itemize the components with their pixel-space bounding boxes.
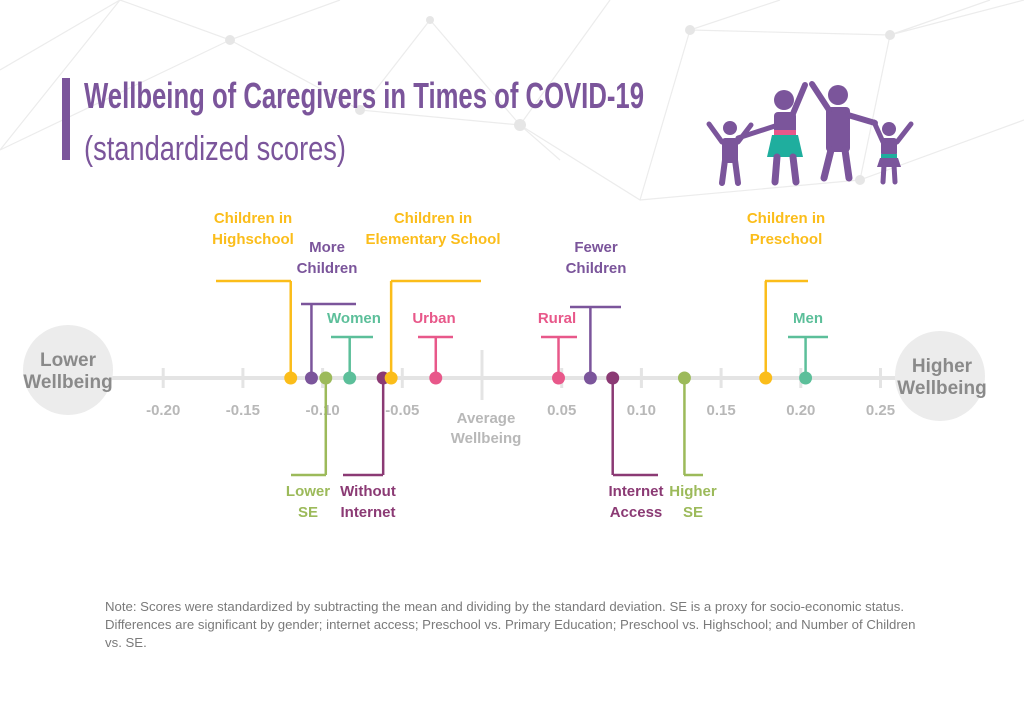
- data-point: [384, 371, 398, 385]
- data-label: Children: [566, 260, 627, 277]
- data-label: Internet: [608, 483, 663, 500]
- data-point: [429, 371, 443, 385]
- data-point: [583, 371, 597, 385]
- chart-subtitle: (standardized scores): [84, 130, 346, 168]
- tick-label: -0.05: [385, 402, 419, 419]
- data-point: [284, 371, 298, 385]
- data-label: Elementary School: [365, 231, 500, 248]
- data-point: [304, 371, 318, 385]
- data-point-group: Children in Preschool: [747, 210, 825, 385]
- data-point: [343, 371, 357, 385]
- data-label: Children in: [747, 210, 825, 227]
- data-point-group: Lower SE: [286, 371, 333, 521]
- leader-line: [541, 335, 577, 378]
- data-label: Children in: [394, 210, 472, 227]
- data-label: Higher: [669, 483, 717, 500]
- leader-line: [764, 279, 808, 378]
- tick-label: 0.10: [627, 402, 656, 419]
- data-label: Men: [793, 310, 823, 327]
- leader-line: [216, 279, 292, 378]
- data-label: SE: [298, 504, 318, 521]
- leader-line: [301, 302, 356, 378]
- data-point-group: Women: [327, 310, 381, 385]
- data-point-group: More Children: [297, 239, 358, 385]
- leader-line: [291, 378, 328, 477]
- data-point-group: Higher SE: [669, 371, 717, 521]
- data-point-group: Without Internet: [340, 371, 396, 521]
- leader-line: [389, 279, 481, 378]
- tick-label: 0.25: [866, 402, 895, 419]
- data-point: [606, 371, 620, 385]
- average-wellbeing-label: Wellbeing: [451, 430, 522, 447]
- data-point: [799, 371, 813, 385]
- leader-line: [331, 335, 373, 378]
- family-icon: [706, 81, 914, 186]
- data-label: Access: [610, 504, 663, 521]
- data-point-group: Rural: [538, 310, 577, 385]
- lower-wellbeing-label: Wellbeing: [23, 372, 112, 393]
- data-label: Lower: [286, 483, 330, 500]
- footnote: Note: Scores were standardized by subtra…: [105, 599, 916, 650]
- lower-wellbeing-circle: [23, 325, 113, 415]
- data-point-group: Children in Elementary School: [365, 210, 501, 385]
- data-label: Without: [340, 483, 396, 500]
- data-point-group: Internet Access: [606, 371, 664, 521]
- leader-line: [418, 335, 453, 378]
- background-network-decoration: [0, 0, 1024, 201]
- tick-label: 0.20: [786, 402, 815, 419]
- data-point-group: Men: [788, 310, 828, 385]
- tick-label: -0.20: [146, 402, 180, 419]
- data-label: Children: [297, 260, 358, 277]
- leader-line: [611, 378, 658, 477]
- chart-title: Wellbeing of Caregivers in Times of COVI…: [84, 75, 644, 116]
- average-wellbeing-label: Average: [457, 410, 516, 427]
- data-label: Fewer: [574, 239, 618, 256]
- data-point: [677, 371, 691, 385]
- data-label: Preschool: [750, 231, 823, 248]
- data-label: Internet: [340, 504, 395, 521]
- data-point: [552, 371, 566, 385]
- data-point-group: Fewer Children: [566, 239, 627, 385]
- leader-line: [788, 335, 828, 378]
- tick-label: -0.15: [226, 402, 260, 419]
- leader-line: [343, 378, 385, 477]
- leader-line: [683, 378, 703, 477]
- data-label: Urban: [412, 310, 455, 327]
- title-accent-bar: [62, 78, 70, 160]
- data-label: Children in: [214, 210, 292, 227]
- tick-label: 0.15: [706, 402, 735, 419]
- lower-wellbeing-label: Lower: [40, 350, 97, 371]
- higher-wellbeing-label: Higher: [912, 356, 973, 377]
- leader-line: [570, 305, 621, 378]
- data-point: [759, 371, 773, 385]
- data-label: SE: [683, 504, 703, 521]
- data-point: [319, 371, 333, 385]
- data-point-group: Urban: [412, 310, 456, 385]
- tick-label: -0.10: [305, 402, 339, 419]
- higher-wellbeing-label: Wellbeing: [897, 378, 986, 399]
- data-label: Women: [327, 310, 381, 327]
- data-point-group: Children in Highschool: [212, 210, 298, 385]
- data-label: Rural: [538, 310, 576, 327]
- data-label: Highschool: [212, 231, 294, 248]
- data-label: More: [309, 239, 345, 256]
- tick-label: 0.05: [547, 402, 576, 419]
- higher-wellbeing-circle: [895, 331, 985, 421]
